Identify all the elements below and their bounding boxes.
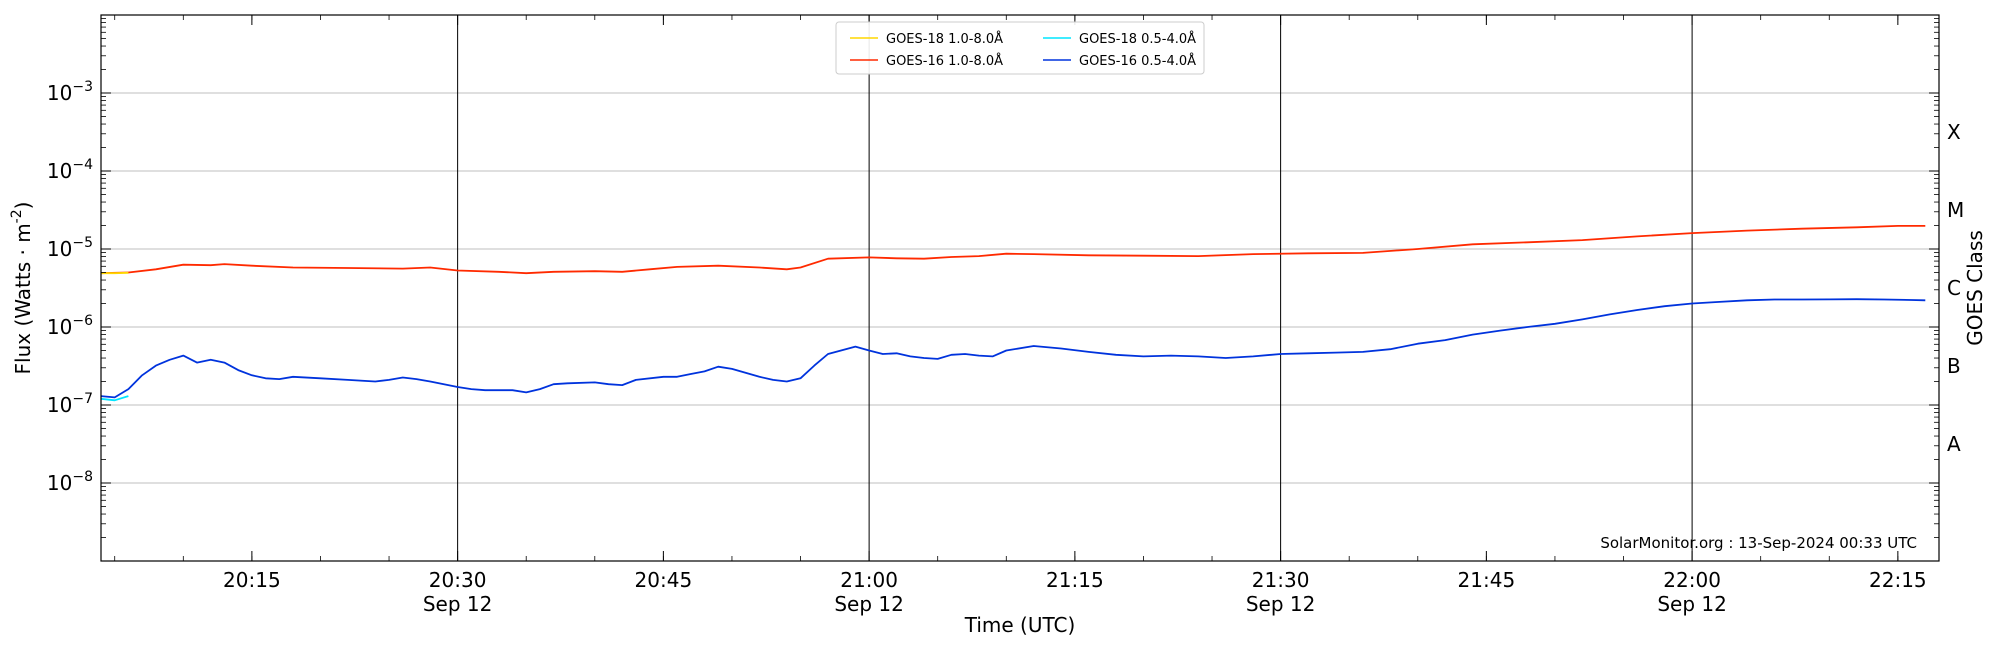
y-tick-label: 10−6 [47, 313, 93, 339]
legend-label: GOES-16 1.0-8.0Å [886, 53, 1003, 69]
y-tick-label: 10−5 [47, 235, 93, 261]
x-tick-date-label: Sep 12 [1246, 592, 1316, 616]
legend-label: GOES-16 0.5-4.0Å [1079, 53, 1196, 69]
y-axis-label-exp: -2 [9, 209, 25, 223]
goes-class-m: M [1947, 198, 1964, 222]
x-tick-label: 21:30 [1252, 568, 1310, 592]
x-tick-label: 22:00 [1663, 568, 1721, 592]
day-boundary-lines [457, 15, 1693, 561]
series-line-goes-16-1-0-8-0- [100, 224, 1926, 275]
grid-lines [101, 92, 1939, 484]
y-axis-label-close: ) [11, 202, 35, 210]
series-lines [100, 224, 1926, 402]
y-tick-label: 10−7 [47, 391, 93, 417]
plot-frame [100, 14, 1940, 562]
y-tick-label: 10−8 [47, 469, 93, 495]
x-axis-label: Time (UTC) [964, 613, 1076, 637]
y-tick-label: 10−3 [47, 79, 93, 105]
source-annotation: SolarMonitor.org : 13-Sep-2024 00:33 UTC [1600, 534, 1917, 552]
y-axis-label: Flux (Watts · m-2) [9, 202, 35, 375]
goes-class-c: C [1947, 276, 1961, 300]
x-tick-label: 22:15 [1869, 568, 1927, 592]
goes-class-b: B [1947, 354, 1961, 378]
goes-class-labels: A B C M X [1947, 120, 1964, 456]
right-axis-label: GOES Class [1963, 230, 1987, 346]
goes-class-x: X [1947, 120, 1961, 144]
legend: GOES-18 1.0-8.0Å GOES-18 0.5-4.0Å GOES-16 … [835, 21, 1205, 75]
x-tick-label: 21:15 [1046, 568, 1104, 592]
y-axis-ticks: 10−8 10−7 10−6 10−5 10−4 10−3 [47, 18, 1939, 538]
legend-box [835, 21, 1205, 75]
legend-label: GOES-18 0.5-4.0Å [1079, 31, 1196, 47]
series-line-goes-18-0-5-4-0- [100, 395, 129, 402]
y-axis-label-main: Flux (Watts · m [11, 223, 35, 374]
x-tick-label: 21:45 [1458, 568, 1516, 592]
x-tick-date-label: Sep 12 [834, 592, 904, 616]
series-line-goes-16-0-5-4-0- [100, 298, 1926, 399]
x-tick-label: 20:45 [635, 568, 693, 592]
x-tick-label: 20:30 [429, 568, 487, 592]
x-tick-label: 20:15 [223, 568, 281, 592]
x-tick-date-label: Sep 12 [1657, 592, 1727, 616]
x-tick-label: 21:00 [840, 568, 898, 592]
x-tick-date-label: Sep 12 [423, 592, 493, 616]
legend-label: GOES-18 1.0-8.0Å [886, 31, 1003, 47]
goes-class-a: A [1947, 432, 1961, 456]
y-tick-label: 10−4 [47, 157, 93, 183]
